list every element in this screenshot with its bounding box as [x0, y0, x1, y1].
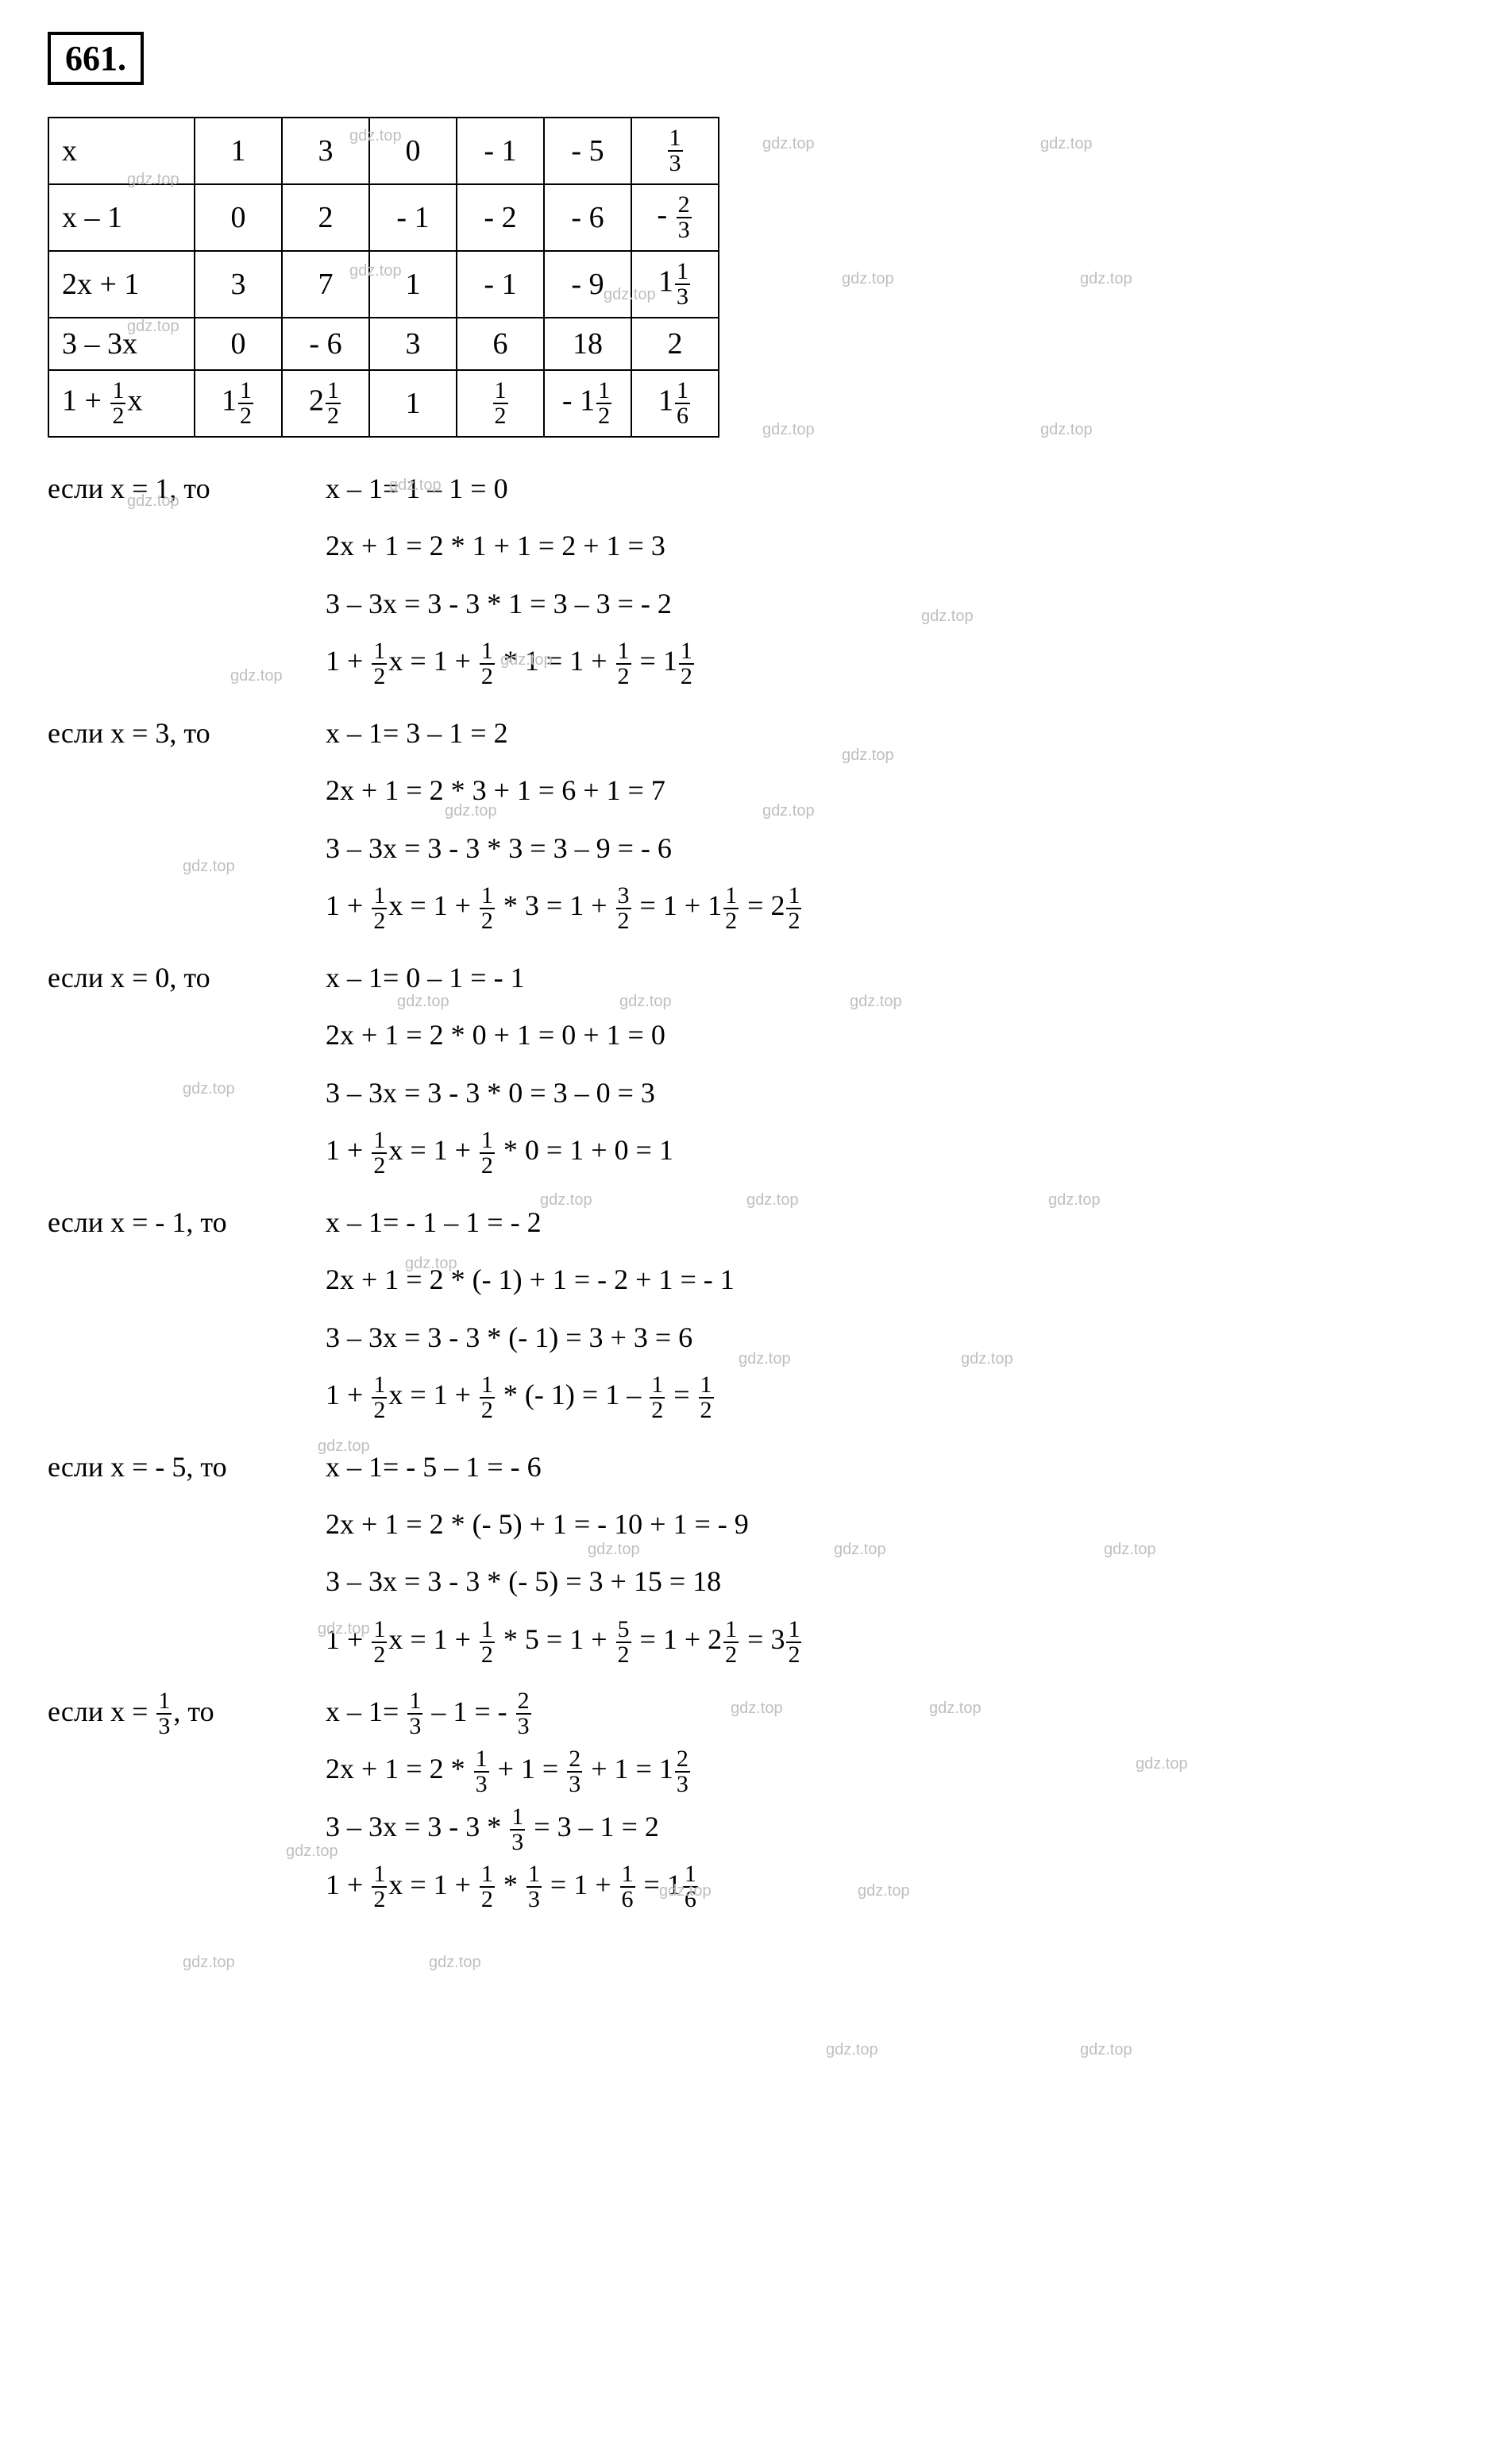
table-cell: 7	[282, 251, 369, 318]
table-cell: 1	[369, 251, 457, 318]
step-line: 3 – 3x = 3 - 3 * 13 = 3 – 1 = 2	[326, 1800, 1464, 1854]
step-line: 3 – 3x = 3 - 3 * 1 = 3 – 3 = - 2	[326, 577, 1464, 631]
table-header-cell: 3	[282, 118, 369, 184]
watermark-text: gdz.top	[1040, 421, 1093, 439]
case-row: если x = 3, тоx – 1= 3 – 1 = 22x + 1 = 2…	[48, 706, 1464, 936]
case-row: если x = - 5, тоx – 1= - 5 – 1 = - 62x +…	[48, 1440, 1464, 1670]
table-cell: 112	[195, 370, 282, 437]
step-line: 2x + 1 = 2 * 3 + 1 = 6 + 1 = 7	[326, 763, 1464, 817]
step-line: 2x + 1 = 2 * 1 + 1 = 2 + 1 = 3	[326, 519, 1464, 573]
table-cell: 0	[195, 318, 282, 370]
case-label: если x = 0, то	[48, 951, 326, 1005]
table-cell: - 9	[544, 251, 631, 318]
table-row-label: 2x + 1	[48, 251, 195, 318]
step-line: 2x + 1 = 2 * 0 + 1 = 0 + 1 = 0	[326, 1008, 1464, 1062]
table-cell: 113	[631, 251, 719, 318]
value-table: x130- 1- 513x – 102- 1- 2- 6- 232x + 137…	[48, 117, 719, 438]
step-line: 2x + 1 = 2 * (- 1) + 1 = - 2 + 1 = - 1	[326, 1252, 1464, 1306]
step-line: 3 – 3x = 3 - 3 * (- 1) = 3 + 3 = 6	[326, 1310, 1464, 1364]
step-line: 1 + 12x = 1 + 12 * 5 = 1 + 52 = 1 + 212 …	[326, 1612, 1464, 1667]
table-cell: - 1	[457, 251, 544, 318]
table-header-cell: - 5	[544, 118, 631, 184]
case-row: если x = 0, тоx – 1= 0 – 1 = - 12x + 1 =…	[48, 951, 1464, 1181]
step-line: 1 + 12x = 1 + 12 * 0 = 1 + 0 = 1	[326, 1123, 1464, 1178]
table-header-cell: - 1	[457, 118, 544, 184]
table-cell: 0	[195, 184, 282, 251]
step-line: 2x + 1 = 2 * 13 + 1 = 23 + 1 = 123	[326, 1742, 1464, 1796]
table-cell: 1	[369, 370, 457, 437]
table-cell: - 1	[369, 184, 457, 251]
table-row-label: x – 1	[48, 184, 195, 251]
table-cell: - 6	[282, 318, 369, 370]
case-lines: x – 1= 1 – 1 = 02x + 1 = 2 * 1 + 1 = 2 +…	[326, 461, 1464, 692]
step-line: x – 1= 1 – 1 = 0	[326, 461, 1464, 515]
case-row: если x = 13, тоx – 1= 13 – 1 = - 232x + …	[48, 1684, 1464, 1916]
case-label: если x = - 1, то	[48, 1195, 326, 1249]
table-header-cell: 1	[195, 118, 282, 184]
step-line: x – 1= - 5 – 1 = - 6	[326, 1440, 1464, 1494]
case-lines: x – 1= 13 – 1 = - 232x + 1 = 2 * 13 + 1 …	[326, 1684, 1464, 1916]
watermark-text: gdz.top	[1080, 270, 1132, 288]
case-label: если x = 3, то	[48, 706, 326, 760]
watermark-text: gdz.top	[762, 135, 815, 153]
case-row: если x = - 1, тоx – 1= - 1 – 1 = - 22x +…	[48, 1195, 1464, 1426]
table-cell: 2	[282, 184, 369, 251]
problem-number: 661.	[48, 32, 144, 85]
step-line: 3 – 3x = 3 - 3 * 3 = 3 – 9 = - 6	[326, 821, 1464, 875]
watermark-text: gdz.top	[429, 1954, 481, 1972]
step-line: 1 + 12x = 1 + 12 * 13 = 1 + 16 = 116	[326, 1858, 1464, 1912]
case-label: если x = 13, то	[48, 1684, 326, 1739]
table-cell: 3	[195, 251, 282, 318]
table-cell: 3	[369, 318, 457, 370]
table-cell: 6	[457, 318, 544, 370]
page-root: 661. gdz.top gdz.top gdz.top gdz.top gdz.top…	[48, 32, 1464, 1915]
table-header-cell: 13	[631, 118, 719, 184]
table-cell: 212	[282, 370, 369, 437]
table-cell: 12	[457, 370, 544, 437]
table-row-label: 3 – 3x	[48, 318, 195, 370]
watermark-text: gdz.top	[842, 270, 894, 288]
case-lines: x – 1= - 5 – 1 = - 62x + 1 = 2 * (- 5) +…	[326, 1440, 1464, 1670]
case-label: если x = 1, то	[48, 461, 326, 515]
table-cell: 18	[544, 318, 631, 370]
case-row: если x = 1, тоx – 1= 1 – 1 = 02x + 1 = 2…	[48, 461, 1464, 692]
case-label: если x = - 5, то	[48, 1440, 326, 1494]
watermark-text: gdz.top	[1080, 2041, 1132, 2059]
case-lines: x – 1= 0 – 1 = - 12x + 1 = 2 * 0 + 1 = 0…	[326, 951, 1464, 1181]
watermark-text: gdz.top	[762, 421, 815, 439]
step-line: 1 + 12x = 1 + 12 * 1 = 1 + 12 = 112	[326, 634, 1464, 689]
table-header-label: x	[48, 118, 195, 184]
step-line: x – 1= 0 – 1 = - 1	[326, 951, 1464, 1005]
watermark-text: gdz.top	[183, 1954, 235, 1972]
table-header-cell: 0	[369, 118, 457, 184]
step-line: 1 + 12x = 1 + 12 * 3 = 1 + 32 = 1 + 112 …	[326, 878, 1464, 933]
watermark-text: gdz.top	[1040, 135, 1093, 153]
case-lines: x – 1= - 1 – 1 = - 22x + 1 = 2 * (- 1) +…	[326, 1195, 1464, 1426]
step-line: 1 + 12x = 1 + 12 * (- 1) = 1 – 12 = 12	[326, 1368, 1464, 1422]
case-lines: x – 1= 3 – 1 = 22x + 1 = 2 * 3 + 1 = 6 +…	[326, 706, 1464, 936]
step-line: x – 1= 3 – 1 = 2	[326, 706, 1464, 760]
table-cell: - 6	[544, 184, 631, 251]
table-cell: 116	[631, 370, 719, 437]
step-line: 2x + 1 = 2 * (- 5) + 1 = - 10 + 1 = - 9	[326, 1497, 1464, 1551]
work-steps: если x = 1, тоx – 1= 1 – 1 = 02x + 1 = 2…	[48, 461, 1464, 1915]
table-row-label: 1 + 12x	[48, 370, 195, 437]
watermark-text: gdz.top	[826, 2041, 878, 2059]
step-line: x – 1= 13 – 1 = - 23	[326, 1684, 1464, 1739]
table-cell: - 23	[631, 184, 719, 251]
step-line: 3 – 3x = 3 - 3 * 0 = 3 – 0 = 3	[326, 1066, 1464, 1120]
step-line: 3 – 3x = 3 - 3 * (- 5) = 3 + 15 = 18	[326, 1554, 1464, 1608]
table-cell: - 2	[457, 184, 544, 251]
table-cell: - 112	[544, 370, 631, 437]
table-cell: 2	[631, 318, 719, 370]
step-line: x – 1= - 1 – 1 = - 2	[326, 1195, 1464, 1249]
